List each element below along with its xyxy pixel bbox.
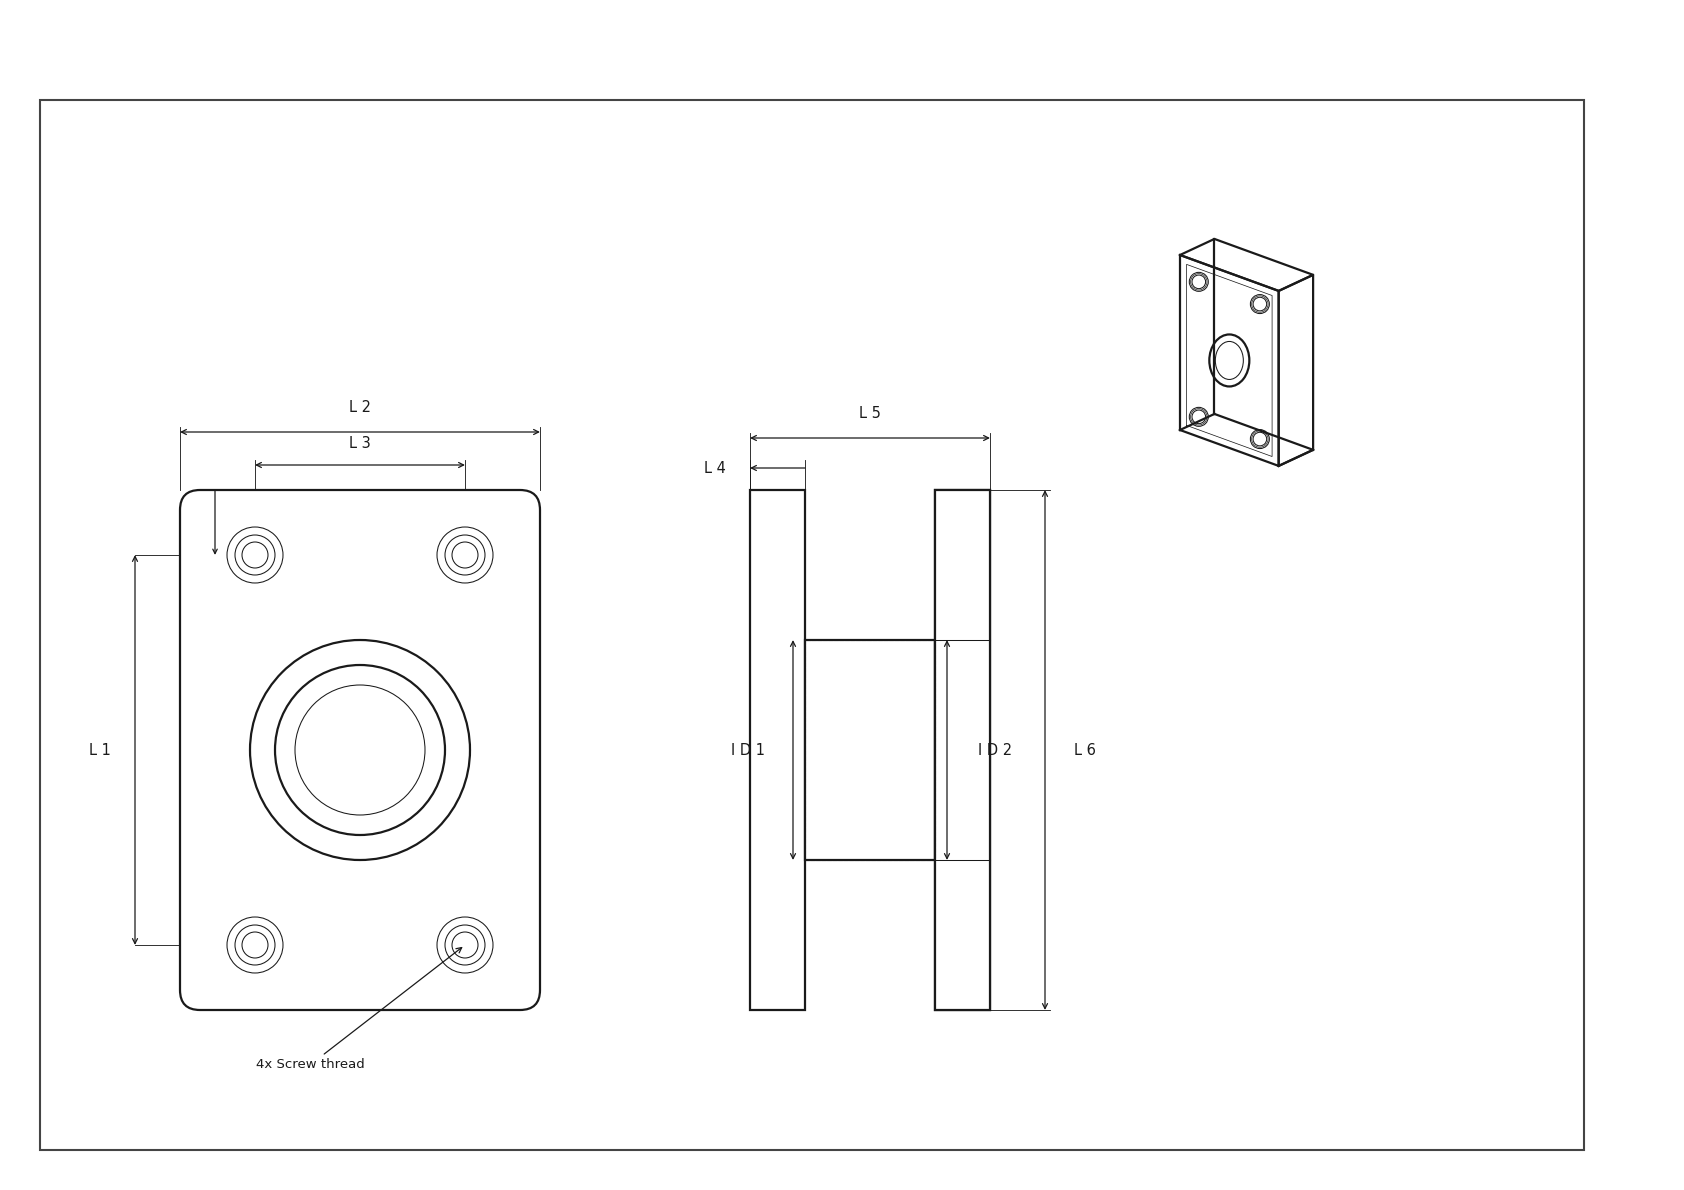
Text: L 6: L 6 (1074, 743, 1096, 758)
Text: 4x Screw thread: 4x Screw thread (256, 947, 461, 1071)
Text: L 4: L 4 (704, 461, 726, 476)
Bar (935, 490, 990, 1010)
Bar (805, 640, 935, 860)
Text: L 2: L 2 (349, 400, 370, 414)
Bar (40, 100, 1585, 1150)
Text: L 3: L 3 (349, 436, 370, 451)
Text: L 1: L 1 (89, 743, 111, 758)
Text: L 5: L 5 (859, 406, 881, 420)
FancyBboxPatch shape (180, 490, 541, 1010)
Text: I D 2: I D 2 (978, 743, 1012, 758)
Text: I D 1: I D 1 (731, 743, 765, 758)
Bar (749, 490, 805, 1010)
Bar (935, 490, 990, 1010)
Bar (805, 640, 935, 860)
